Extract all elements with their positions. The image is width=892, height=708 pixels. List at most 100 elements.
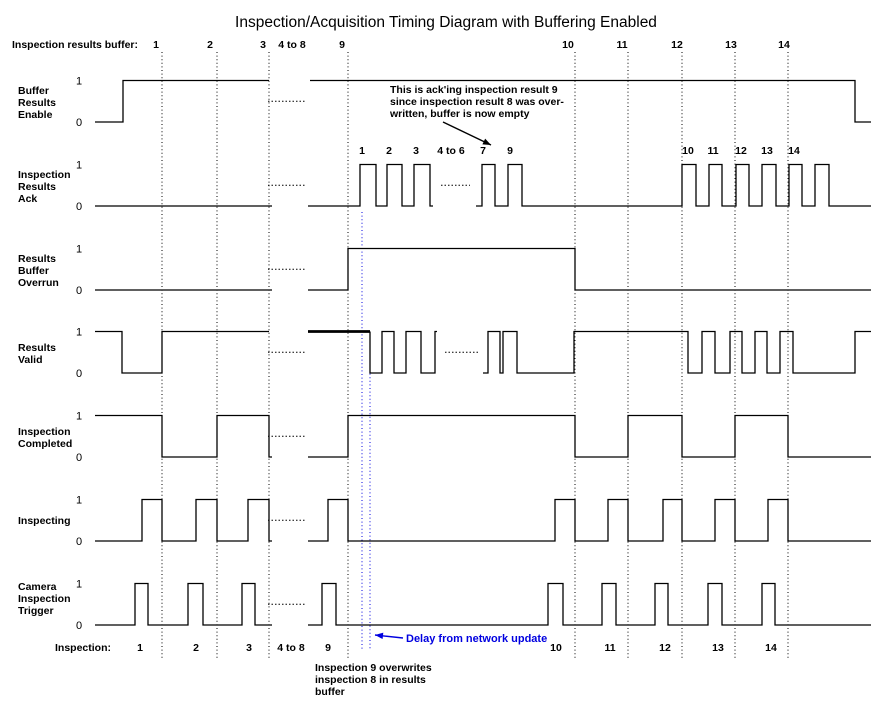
signal-label-inspection-results-ack: Results	[18, 181, 56, 193]
ack-pulse-label-7: 7	[480, 145, 486, 157]
bottom-ruler-tick-12: 12	[659, 642, 671, 654]
signal-label-buffer-results-enable: Results	[18, 97, 56, 109]
top-ruler-tick-2: 2	[207, 39, 213, 51]
signal-label-inspection-results-ack: Ack	[18, 193, 37, 205]
top-ruler-label: Inspection results buffer:	[12, 39, 138, 51]
level-zero-label: 0	[76, 368, 82, 380]
ack-pulse-label-11: 11	[707, 145, 718, 157]
level-one-label: 1	[76, 160, 82, 172]
overwrite-note-line-2: buffer	[315, 686, 345, 698]
signal-label-camera-inspection-trigger: Camera	[18, 581, 57, 593]
bottom-ruler-tick-4 to 8: 4 to 8	[277, 642, 305, 654]
buffer-note-line-2: written, buffer is now empty	[389, 108, 530, 120]
level-one-label: 1	[76, 327, 82, 339]
signal-label-inspecting: Inspecting	[18, 515, 71, 527]
top-ruler-tick-12: 12	[671, 39, 683, 51]
bottom-ruler-tick-9: 9	[325, 642, 331, 654]
bottom-ruler-tick-1: 1	[137, 642, 143, 654]
top-ruler-tick-11: 11	[616, 39, 627, 51]
ack-pulse-label-1: 1	[359, 145, 365, 157]
ack-pulse-label-4 to 6: 4 to 6	[437, 145, 465, 157]
waveform-results-valid-seg3	[483, 330, 871, 374]
waveform-camera-inspection-trigger-seg0	[95, 582, 272, 626]
signal-label-buffer-results-enable: Enable	[18, 109, 53, 121]
signal-inspecting: Inspecting 1 0	[18, 495, 871, 548]
signal-label-camera-inspection-trigger: Trigger	[18, 605, 54, 617]
top-ruler-tick-13: 13	[725, 39, 737, 51]
signal-label-results-buffer-overrun: Results	[18, 253, 56, 265]
buffer-note-arrow	[442, 121, 492, 146]
buffer-note-arrow-line	[442, 121, 492, 146]
delay-lines	[361, 212, 371, 650]
signal-label-results-valid: Results	[18, 342, 56, 354]
level-zero-label: 0	[76, 620, 82, 632]
waveform-inspection-results-ack-seg1	[308, 163, 433, 207]
page-title: Inspection/Acquisition Timing Diagram wi…	[235, 14, 657, 31]
delay-arrow-head	[375, 632, 384, 640]
buffer-note-arrow-head	[482, 138, 491, 145]
signal-label-inspection-completed: Inspection	[18, 426, 71, 438]
ack-pulse-label-14: 14	[788, 145, 800, 157]
top-ruler: Inspection results buffer: 1 2 3 4 to 8 9 10 11…	[12, 39, 790, 51]
marker-lines	[161, 52, 789, 658]
waveform-inspection-completed-seg1	[308, 414, 871, 458]
level-zero-label: 0	[76, 452, 82, 464]
top-ruler-tick-10: 10	[562, 39, 574, 51]
waveform-results-valid-seg2	[369, 330, 437, 374]
top-ruler-tick-9: 9	[339, 39, 345, 51]
bottom-ruler-tick-14: 14	[765, 642, 777, 654]
delay-note: Delay from network update	[406, 633, 547, 645]
waveform-results-valid-seg0	[95, 330, 269, 374]
bottom-ruler-label: Inspection:	[55, 642, 111, 654]
waveform-inspecting-seg1	[308, 498, 871, 542]
buffer-note-line-1: since inspection result 8 was over-	[390, 96, 564, 108]
waveform-buffer-results-enable-seg1	[310, 79, 871, 123]
bottom-ruler-tick-11: 11	[604, 642, 615, 654]
bottom-ruler-tick-3: 3	[246, 642, 252, 654]
top-ruler-tick-1: 1	[153, 39, 159, 51]
top-ruler-tick-14: 14	[778, 39, 790, 51]
signal-label-inspection-completed: Completed	[18, 438, 72, 450]
top-ruler-tick-4 to 8: 4 to 8	[278, 39, 306, 51]
level-zero-label: 0	[76, 285, 82, 297]
ack-pulse-label-12: 12	[735, 145, 747, 157]
waveform-inspecting-seg0	[95, 498, 272, 542]
ack-pulse-label-2: 2	[386, 145, 392, 157]
waveform-inspection-completed-seg0	[95, 414, 272, 458]
delay-arrow	[374, 632, 404, 640]
bottom-ruler: Inspection: 1 2 3 4 to 8 9 10 11 12 13 14	[55, 642, 777, 654]
top-ruler-tick-3: 3	[260, 39, 266, 51]
signal-label-results-valid: Valid	[18, 354, 43, 366]
signal-label-results-buffer-overrun: Overrun	[18, 277, 59, 289]
signal-label-results-buffer-overrun: Buffer	[18, 265, 49, 277]
ack-pulse-label-13: 13	[761, 145, 773, 157]
overwrite-note-line-1: inspection 8 in results	[315, 674, 426, 686]
waveform-buffer-results-enable-seg0	[95, 79, 269, 123]
annotations: This is ack'ing inspection result 9since…	[315, 84, 564, 698]
level-one-label: 1	[76, 411, 82, 423]
bottom-ruler-tick-10: 10	[550, 642, 562, 654]
ack-pulse-label-3: 3	[413, 145, 419, 157]
buffer-note-line-0: This is ack'ing inspection result 9	[390, 84, 558, 96]
bottom-ruler-tick-13: 13	[712, 642, 724, 654]
level-zero-label: 0	[76, 117, 82, 129]
level-one-label: 1	[76, 244, 82, 256]
ack-pulse-label-10: 10	[682, 145, 694, 157]
level-one-label: 1	[76, 495, 82, 507]
waveform-inspection-results-ack-seg2	[476, 163, 871, 207]
signal-label-buffer-results-enable: Buffer	[18, 85, 49, 97]
waveform-results-buffer-overrun-seg1	[308, 247, 871, 291]
bottom-ruler-tick-2: 2	[193, 642, 199, 654]
signal-label-inspection-results-ack: Inspection	[18, 169, 71, 181]
level-zero-label: 0	[76, 536, 82, 548]
signal-label-camera-inspection-trigger: Inspection	[18, 593, 71, 605]
ack-pulse-label-9: 9	[507, 145, 513, 157]
overwrite-note-line-0: Inspection 9 overwrites	[315, 662, 432, 674]
